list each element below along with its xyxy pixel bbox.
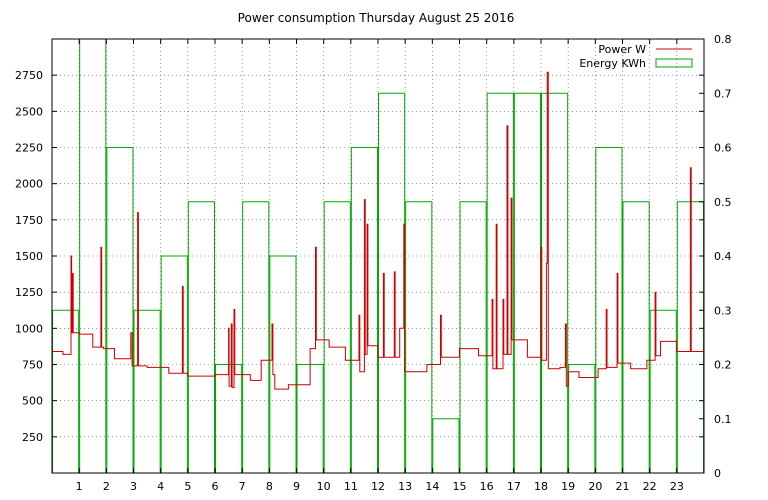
- x-tick-label: 6: [212, 480, 219, 493]
- energy-bar: [542, 93, 568, 473]
- energy-bar: [107, 148, 133, 474]
- x-tick-label: 10: [317, 480, 331, 493]
- y2-tick-label: 0.3: [714, 304, 732, 317]
- x-tick-label: 22: [643, 480, 657, 493]
- energy-bar: [487, 93, 513, 473]
- energy-bar: [460, 202, 486, 473]
- energy-bar: [243, 202, 269, 473]
- energy-bar: [379, 93, 405, 473]
- energy-bar: [623, 202, 649, 473]
- x-tick-label: 20: [588, 480, 602, 493]
- y-tick-label: 2250: [15, 142, 43, 155]
- x-tick-label: 16: [480, 480, 494, 493]
- legend-swatch-energy: [656, 59, 692, 67]
- y2-tick-label: 0: [714, 467, 721, 480]
- x-tick-label: 2: [103, 480, 110, 493]
- x-tick-label: 15: [453, 480, 467, 493]
- x-tick-label: 4: [157, 480, 164, 493]
- y-tick-label: 250: [22, 431, 43, 444]
- energy-series: [53, 39, 704, 473]
- legend: Power W Energy KWh: [579, 43, 692, 70]
- x-tick-label: 12: [371, 480, 385, 493]
- x-tick-label: 14: [425, 480, 439, 493]
- energy-bar: [433, 419, 459, 473]
- y2-tick-label: 0.6: [714, 142, 732, 155]
- chart-title: Power consumption Thursday August 25 201…: [238, 11, 515, 25]
- y-tick-label: 500: [22, 395, 43, 408]
- y2-tick-label: 0.7: [714, 87, 732, 100]
- energy-bar: [514, 93, 540, 473]
- y2-tick-label: 0.2: [714, 359, 732, 372]
- x-tick-label: 23: [670, 480, 684, 493]
- x-tick-label: 18: [534, 480, 548, 493]
- y-tick-label: 750: [22, 359, 43, 372]
- energy-bar: [650, 310, 676, 473]
- axis-ticks: 2505007501000125015001750200022502500275…: [15, 33, 732, 493]
- y2-tick-label: 0.1: [714, 413, 732, 426]
- x-tick-label: 3: [130, 480, 137, 493]
- y2-tick-label: 0.5: [714, 196, 732, 209]
- y2-tick-label: 0.8: [714, 33, 732, 46]
- legend-label-power: Power W: [598, 43, 646, 56]
- energy-bar: [188, 202, 214, 473]
- y-tick-label: 1000: [15, 322, 43, 335]
- energy-bar: [216, 365, 242, 474]
- energy-bar: [406, 202, 432, 473]
- y-tick-label: 2000: [15, 178, 43, 191]
- x-tick-label: 7: [239, 480, 246, 493]
- y2-tick-label: 0.4: [714, 250, 732, 263]
- x-tick-label: 19: [561, 480, 575, 493]
- legend-label-energy: Energy KWh: [579, 57, 646, 70]
- x-tick-label: 13: [398, 480, 412, 493]
- x-tick-label: 21: [616, 480, 630, 493]
- y-tick-label: 1750: [15, 214, 43, 227]
- x-tick-label: 11: [344, 480, 358, 493]
- x-tick-label: 5: [184, 480, 191, 493]
- energy-bar: [569, 365, 595, 474]
- y-tick-label: 2500: [15, 105, 43, 118]
- energy-bar: [53, 310, 79, 473]
- energy-bar: [324, 202, 350, 473]
- x-tick-label: 8: [266, 480, 273, 493]
- y-tick-label: 1500: [15, 250, 43, 263]
- x-tick-label: 1: [76, 480, 83, 493]
- y-tick-label: 2750: [15, 69, 43, 82]
- y-tick-label: 1250: [15, 286, 43, 299]
- x-tick-label: 9: [293, 480, 300, 493]
- x-tick-label: 17: [507, 480, 521, 493]
